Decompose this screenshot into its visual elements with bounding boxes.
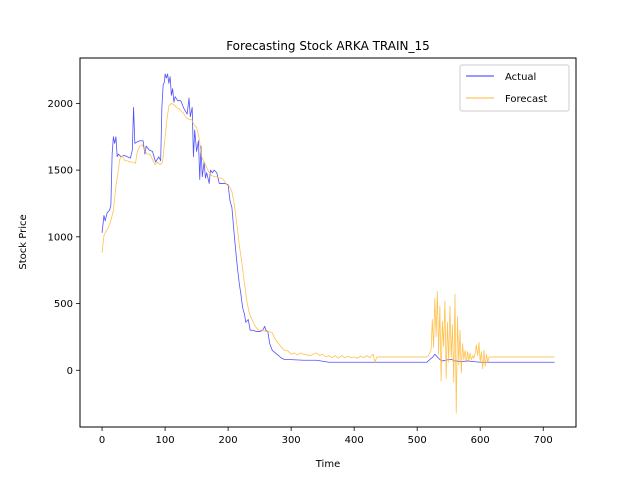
x-tick-label: 600 bbox=[471, 435, 490, 446]
y-tick-label: 1500 bbox=[48, 166, 73, 177]
x-tick-label: 700 bbox=[534, 435, 553, 446]
y-tick-label: 500 bbox=[54, 299, 73, 310]
x-tick-label: 0 bbox=[99, 435, 105, 446]
x-tick-label: 100 bbox=[156, 435, 175, 446]
legend-label-actual: Actual bbox=[505, 72, 536, 83]
series-line-forecast bbox=[101, 102, 555, 414]
chart-title: Forecasting Stock ARKA TRAIN_15 bbox=[226, 39, 430, 53]
legend: Actual Forecast bbox=[459, 64, 570, 112]
plot-area bbox=[101, 73, 555, 414]
y-axis: 0 500 1000 1500 2000 bbox=[48, 99, 80, 377]
x-tick-label: 500 bbox=[408, 435, 427, 446]
x-tick-label: 200 bbox=[219, 435, 238, 446]
series-line-actual bbox=[101, 73, 555, 363]
legend-label-forecast: Forecast bbox=[505, 94, 547, 105]
x-axis: 0 100 200 300 400 500 600 700 bbox=[99, 427, 553, 446]
x-axis-label: Time bbox=[315, 459, 340, 470]
y-tick-label: 0 bbox=[67, 366, 73, 377]
x-tick-label: 300 bbox=[282, 435, 301, 446]
x-tick-label: 400 bbox=[345, 435, 364, 446]
axes-frame bbox=[79, 57, 577, 428]
y-tick-label: 1000 bbox=[48, 232, 73, 243]
y-tick-label: 2000 bbox=[48, 99, 73, 110]
y-axis-label: Stock Price bbox=[18, 214, 29, 269]
